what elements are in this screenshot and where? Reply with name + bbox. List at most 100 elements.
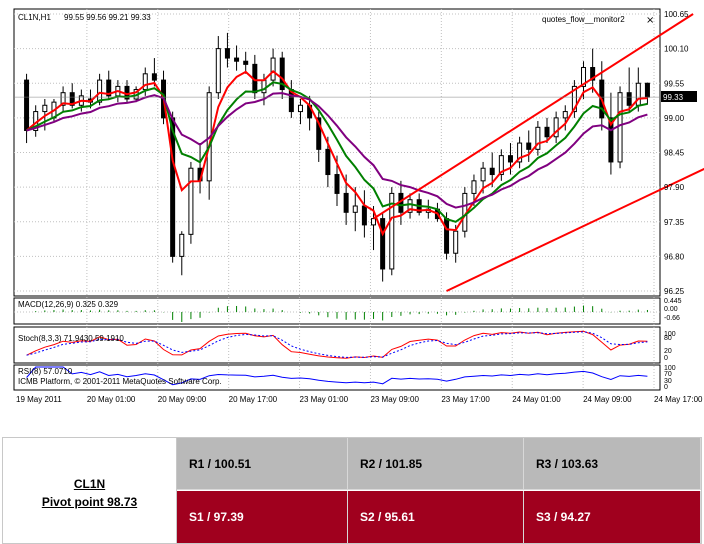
- y-tick-label: 96.80: [664, 252, 685, 261]
- r1-cell: R1 / 100.51: [177, 438, 348, 490]
- x-tick-label: 20 May 17:00: [229, 395, 278, 404]
- candle-body: [215, 48, 221, 94]
- candle-body: [507, 155, 513, 163]
- main-pane: [13, 8, 661, 297]
- stoch-pane: [13, 326, 661, 364]
- candle-body: [526, 142, 532, 150]
- sub-y-tick-label: 100: [664, 365, 676, 372]
- candle-body: [471, 180, 477, 194]
- candle-body: [553, 117, 559, 138]
- last-price-label: 99.33: [663, 93, 684, 102]
- candle-body: [444, 218, 450, 254]
- last-price-badge: [661, 91, 697, 102]
- sub-y-tick-label: 0: [664, 384, 668, 391]
- sub-y-tick-label: 0: [664, 355, 668, 362]
- chart-symbol: CL1N,H1: [18, 13, 51, 22]
- candle-body: [343, 192, 349, 213]
- x-tick-label: 20 May 09:00: [158, 395, 207, 404]
- candle-body: [371, 218, 377, 226]
- candle-body: [644, 82, 650, 98]
- moving-averages: [25, 69, 648, 237]
- candle-body: [352, 205, 358, 213]
- y-tick-label: 98.45: [664, 149, 685, 158]
- channel-lower-line: [446, 167, 704, 292]
- candle-body: [489, 167, 495, 176]
- candle-body: [97, 79, 103, 103]
- candle-body: [498, 155, 504, 176]
- candle-body: [325, 148, 331, 176]
- candle-body: [453, 230, 459, 254]
- r2-cell: R2 / 101.85: [348, 438, 524, 490]
- candle-body: [24, 79, 30, 131]
- candle-body: [389, 192, 395, 270]
- stoch-main-line: [26, 330, 648, 359]
- candle-body: [380, 218, 386, 270]
- fast-ma-line: [25, 69, 648, 237]
- candle-body: [188, 167, 194, 235]
- indicators: [14, 305, 660, 386]
- slow-ma-line: [26, 92, 648, 209]
- sub-y-tick-label: 70: [664, 371, 672, 378]
- candle-body: [407, 199, 413, 213]
- candle-body: [334, 174, 340, 194]
- indicator-label: quotes_flow__monitor2: [542, 15, 625, 24]
- sub-y-tick-label: -0.66: [664, 315, 680, 322]
- candle-body: [617, 92, 623, 163]
- channel-upper-line: [372, 13, 694, 220]
- candles: [24, 32, 650, 282]
- macd-pane: [13, 297, 661, 325]
- candle-body: [151, 73, 157, 81]
- x-tick-label: 23 May 01:00: [300, 395, 349, 404]
- close-icon[interactable]: ×: [646, 15, 654, 26]
- candle-body: [234, 57, 240, 62]
- candle-body: [626, 92, 632, 106]
- mid-ma-line: [26, 81, 648, 223]
- stoch-label: Stoch(8,3,3) 71.9430 59.1910: [18, 334, 124, 343]
- s2-cell: S2 / 95.61: [348, 491, 524, 543]
- candle-body: [571, 85, 577, 113]
- pivot-symbol-cell: CL1N Pivot point 98.73: [3, 438, 177, 543]
- sub-y-tick-label: 100: [664, 331, 676, 338]
- candle-body: [361, 205, 367, 226]
- s1-cell: S1 / 97.39: [177, 491, 348, 543]
- s3-cell: S3 / 94.27: [524, 491, 701, 543]
- x-tick-label: 24 May 09:00: [583, 395, 632, 404]
- candle-body: [316, 117, 322, 150]
- candle-body: [562, 111, 568, 119]
- candle-body: [635, 82, 641, 106]
- sub-y-tick-label: 30: [664, 378, 672, 385]
- rsi-label: RSI(8) 57.0710: [18, 367, 73, 376]
- candle-body: [224, 48, 230, 59]
- candle-body: [170, 117, 176, 257]
- y-tick-label: 96.25: [664, 287, 685, 296]
- r3-cell: R3 / 103.63: [524, 438, 701, 490]
- candle-body: [42, 104, 48, 113]
- sub-y-tick-label: 0.445: [664, 298, 682, 305]
- candle-body: [535, 126, 541, 150]
- x-tick-label: 24 May 17:00: [654, 395, 703, 404]
- candle-body: [270, 57, 276, 81]
- pivot-symbol: CL1N: [73, 477, 106, 491]
- candle-body: [179, 233, 185, 257]
- candle-body: [297, 104, 303, 113]
- candle-body: [243, 60, 249, 65]
- rsi-line: [26, 366, 648, 386]
- candle-body: [279, 57, 285, 91]
- stoch-signal-line: [26, 331, 648, 358]
- copyright: ICMB Platform, © 2001-2011 MetaQuotes So…: [18, 377, 222, 386]
- candle-body: [142, 73, 148, 91]
- candle-body: [69, 92, 75, 106]
- candle-body: [106, 79, 112, 97]
- price-chart: 100.65 100.10 99.55 99.00 98.45 97.90 97.35 96.…: [13, 8, 704, 404]
- x-tick-label: 24 May 01:00: [512, 395, 561, 404]
- pivot-point: Pivot point 98.73: [41, 495, 138, 509]
- ohlc-header: 99.55 99.56 99.21 99.33: [64, 13, 151, 22]
- x-tick-label: 23 May 17:00: [441, 395, 490, 404]
- macd-label: MACD(12,26,9) 0.325 0.329: [18, 300, 119, 309]
- sub-y-tick-label: 20: [664, 348, 672, 355]
- candle-body: [590, 67, 596, 81]
- x-tick-label: 20 May 01:00: [87, 395, 136, 404]
- rsi-pane: [13, 364, 661, 391]
- candle-body: [261, 79, 267, 94]
- candle-body: [608, 117, 614, 163]
